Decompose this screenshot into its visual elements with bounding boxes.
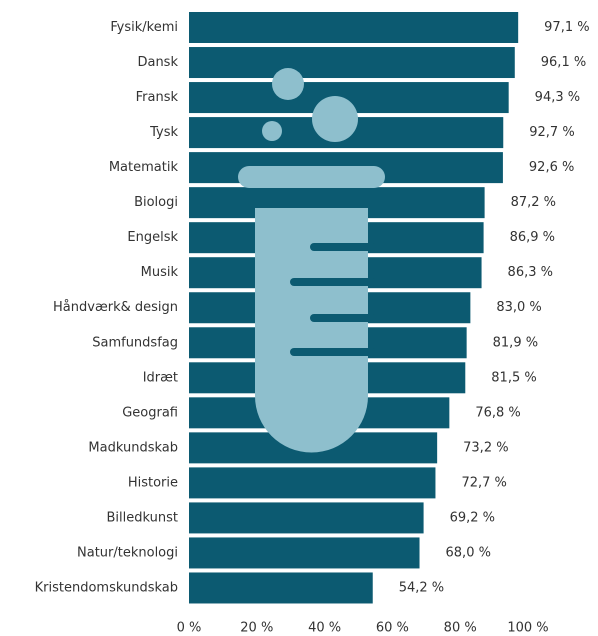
category-label: Fysik/kemi xyxy=(110,20,178,35)
x-tick-label: 40 % xyxy=(308,621,341,636)
x-tick-label: 100 % xyxy=(507,621,548,636)
value-label: 87,2 % xyxy=(511,195,556,210)
category-label: Samfundsfag xyxy=(92,335,178,350)
bar xyxy=(189,537,420,568)
value-label: 81,5 % xyxy=(491,370,536,385)
bar xyxy=(189,12,518,43)
bar xyxy=(189,502,424,533)
category-label: Dansk xyxy=(137,55,178,70)
category-label: Madkundskab xyxy=(88,440,178,455)
bar xyxy=(189,47,515,78)
value-label: 72,7 % xyxy=(461,475,506,490)
value-label: 86,3 % xyxy=(508,265,553,280)
x-tick-label: 0 % xyxy=(177,621,202,636)
category-label: Musik xyxy=(141,265,179,280)
category-label: Natur/teknologi xyxy=(77,545,178,560)
value-label: 73,2 % xyxy=(463,440,508,455)
category-label: Historie xyxy=(128,475,178,490)
icon-tube-lip xyxy=(238,166,385,188)
category-label: Fransk xyxy=(136,90,179,105)
bar xyxy=(189,572,373,603)
value-label: 97,1 % xyxy=(544,20,589,35)
bar xyxy=(189,467,435,498)
x-tick-label: 20 % xyxy=(240,621,273,636)
value-label: 96,1 % xyxy=(541,55,586,70)
value-label: 92,6 % xyxy=(529,160,574,175)
category-label: Matematik xyxy=(109,160,179,175)
value-label: 94,3 % xyxy=(535,90,580,105)
value-label: 68,0 % xyxy=(446,545,491,560)
value-label: 76,8 % xyxy=(475,405,520,420)
x-tick-label: 80 % xyxy=(444,621,477,636)
value-label: 86,9 % xyxy=(510,230,555,245)
category-label: Idræt xyxy=(143,370,178,385)
category-label: Kristendomskundskab xyxy=(35,580,178,595)
value-label: 54,2 % xyxy=(399,580,444,595)
category-label: Håndværk& design xyxy=(53,300,178,315)
category-label: Tysk xyxy=(149,125,178,140)
icon-bubble xyxy=(272,68,304,100)
category-label: Geografi xyxy=(122,405,178,420)
category-label: Biologi xyxy=(134,195,178,210)
value-label: 92,7 % xyxy=(529,125,574,140)
value-label: 81,9 % xyxy=(493,335,538,350)
icon-bubble xyxy=(262,121,282,141)
chart: 0 % 20 % 40 % 60 % 80 % 100 % Fysik/kemi 97,1 %… xyxy=(0,0,598,636)
value-label: 83,0 % xyxy=(496,300,541,315)
value-label: 69,2 % xyxy=(450,510,495,525)
icon-bubble xyxy=(312,96,358,142)
x-tick-label: 60 % xyxy=(376,621,409,636)
category-label: Billedkunst xyxy=(107,510,178,525)
category-label: Engelsk xyxy=(127,230,178,245)
